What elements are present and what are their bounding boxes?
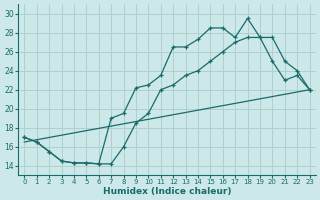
X-axis label: Humidex (Indice chaleur): Humidex (Indice chaleur): [103, 187, 231, 196]
